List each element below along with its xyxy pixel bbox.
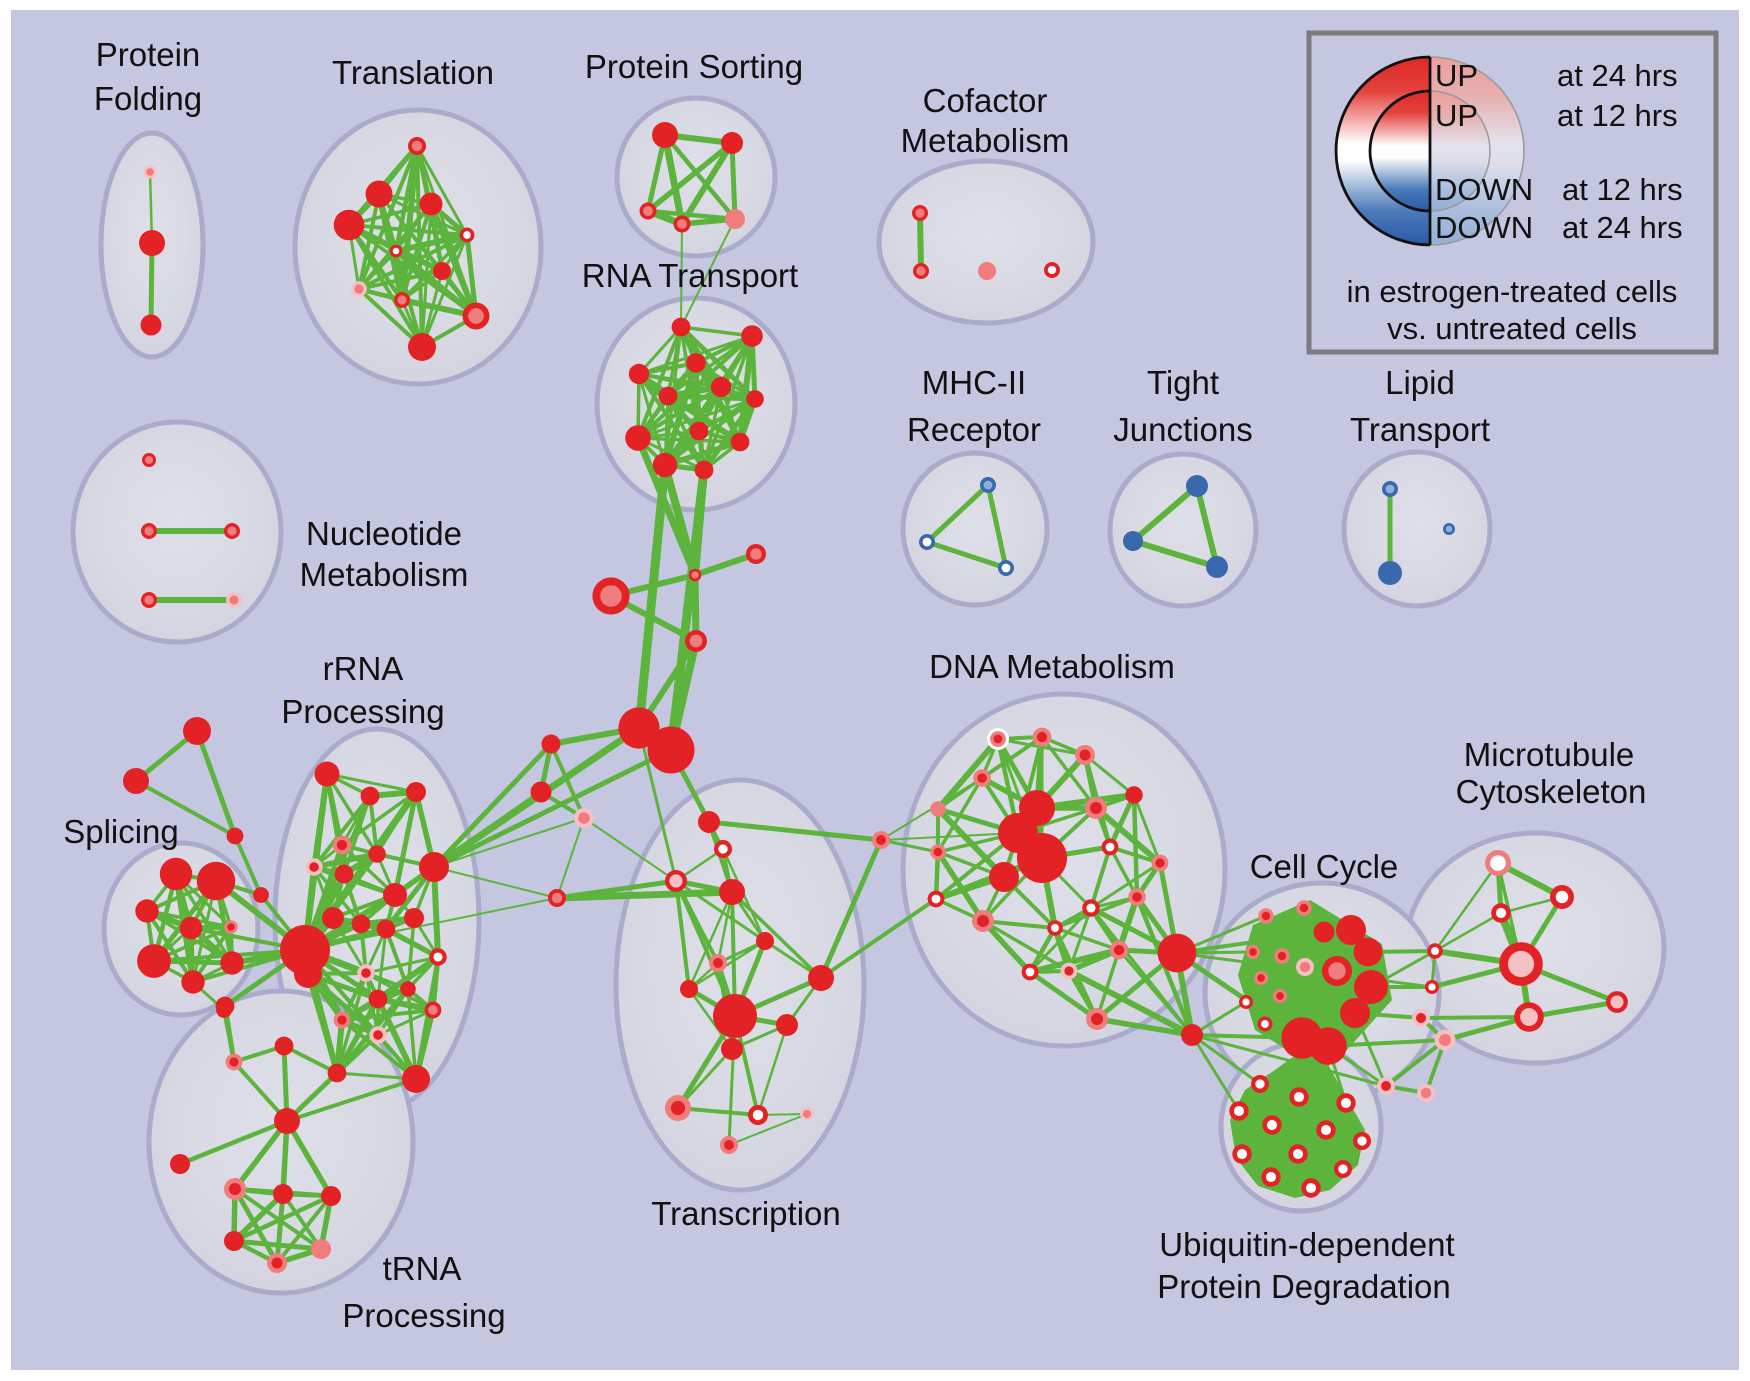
svg-text:Protein Sorting: Protein Sorting [585, 48, 803, 85]
svg-text:Microtubule: Microtubule [1464, 736, 1635, 773]
svg-text:UP: UP [1435, 58, 1478, 93]
svg-text:in estrogen-treated cells: in estrogen-treated cells [1347, 274, 1678, 309]
svg-text:Splicing: Splicing [63, 813, 179, 850]
svg-text:Transcription: Transcription [651, 1195, 841, 1232]
svg-text:UP: UP [1435, 98, 1478, 133]
svg-text:at 24 hrs: at 24 hrs [1557, 58, 1678, 93]
svg-text:Cytoskeleton: Cytoskeleton [1456, 773, 1647, 810]
svg-text:Metabolism: Metabolism [901, 122, 1070, 159]
svg-text:Folding: Folding [94, 80, 202, 117]
svg-text:at 24 hrs: at 24 hrs [1562, 210, 1683, 245]
svg-text:Ubiquitin-dependent: Ubiquitin-dependent [1159, 1226, 1454, 1263]
svg-text:Protein Degradation: Protein Degradation [1157, 1268, 1451, 1305]
svg-text:Processing: Processing [281, 693, 444, 730]
svg-text:Transport: Transport [1350, 411, 1490, 448]
svg-text:Nucleotide: Nucleotide [306, 515, 462, 552]
svg-text:rRNA: rRNA [323, 650, 404, 687]
svg-text:Lipid: Lipid [1385, 364, 1455, 401]
svg-text:Tight: Tight [1147, 364, 1219, 401]
svg-text:MHC-II: MHC-II [922, 364, 1026, 401]
svg-text:at 12 hrs: at 12 hrs [1557, 98, 1678, 133]
svg-text:Cell Cycle: Cell Cycle [1250, 848, 1399, 885]
svg-text:DOWN: DOWN [1435, 210, 1533, 245]
svg-text:Metabolism: Metabolism [300, 556, 469, 593]
svg-text:Protein: Protein [96, 36, 201, 73]
svg-text:vs. untreated cells: vs. untreated cells [1387, 311, 1637, 346]
svg-text:at 12 hrs: at 12 hrs [1562, 172, 1683, 207]
svg-text:DOWN: DOWN [1435, 172, 1533, 207]
svg-text:Processing: Processing [342, 1297, 505, 1334]
svg-text:tRNA: tRNA [383, 1250, 462, 1287]
svg-text:Receptor: Receptor [907, 411, 1041, 448]
svg-text:RNA Transport: RNA Transport [582, 257, 798, 294]
svg-text:Cofactor: Cofactor [923, 82, 1048, 119]
svg-text:DNA Metabolism: DNA Metabolism [929, 648, 1175, 685]
svg-text:Translation: Translation [332, 54, 494, 91]
svg-text:Junctions: Junctions [1113, 411, 1252, 448]
